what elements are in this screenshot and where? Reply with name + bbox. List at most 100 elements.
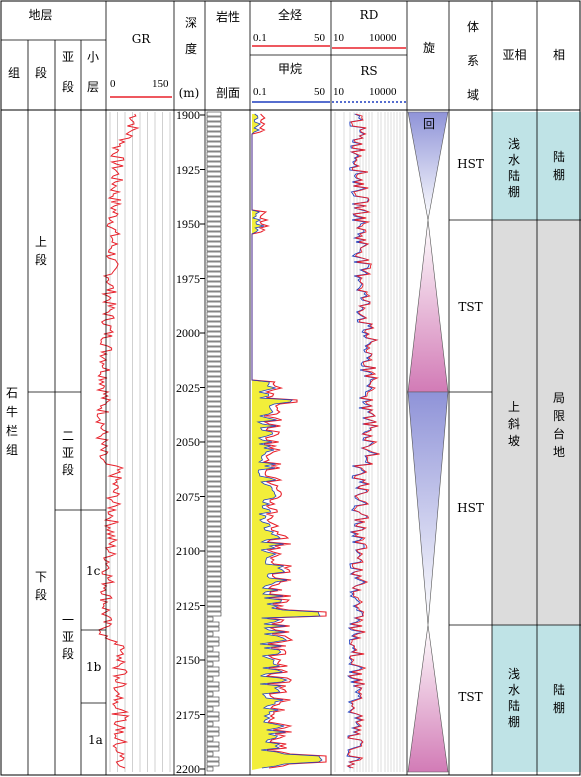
lithology-brick [206,726,220,732]
depth-tick-label: 1900 [176,108,200,122]
facies-bottom-bg [537,625,581,772]
lithology-brick [206,721,214,727]
lithology-brick [206,306,222,312]
gr-curve [94,113,140,769]
header-depth-unit: (m) [178,86,200,100]
sublayer-1c: 1c [86,564,101,578]
header-member: 段 [34,66,47,80]
lithology-brick [206,411,222,417]
lithology-brick [206,466,222,472]
lithology-brick [206,296,222,302]
lithology-brick [206,396,222,402]
rd-max: 10000 [369,32,397,44]
lithology-brick [206,526,222,532]
rd-curve [346,113,380,769]
header-systems-tract: 体系域 [466,20,479,102]
lithology-brick [206,421,222,427]
rs-max: 10000 [369,86,397,98]
lithology-brick [206,606,222,612]
lithology-brick [206,341,222,347]
depth-tick-label: 2200 [176,762,200,776]
lithology-brick [206,376,222,382]
ch4-title: 甲烷 [277,62,302,76]
lithology-brick [206,416,222,422]
lithology-brick [206,506,222,512]
methane-curve [251,113,323,769]
lithology-brick [206,131,222,137]
lithology-brick [206,741,220,747]
lithology-brick [206,676,214,682]
lithology-brick [206,111,222,117]
lithology-brick [206,141,222,147]
lithology-brick [206,491,222,497]
systems-tract-3: HST [457,501,484,515]
lithology-brick [206,266,222,272]
methane-fill [252,114,322,770]
lithology-brick [206,211,222,217]
lithology-brick [206,621,220,627]
lith-title-top: 岩性 [215,10,240,24]
lithology-brick [206,126,222,132]
rs-title: RS [360,64,378,78]
facies-top-bg [537,112,581,220]
systems-tract-1: HST [457,157,484,171]
header-cycle: 旋回 [422,41,435,131]
lithology-brick [206,481,222,487]
depth-tick-label: 1975 [176,271,200,286]
lithology-brick [206,366,222,372]
member-upper: 上段 [34,235,47,267]
lithology-brick [206,286,222,292]
lithology-brick [206,501,222,507]
lithology-brick [206,456,222,462]
cycle-triangle-2 [407,219,449,393]
lithology-brick [206,631,214,637]
lithology-brick [206,591,222,597]
gr-min: 0 [110,78,116,90]
lithology-brick [206,716,220,722]
lithology-brick [206,276,222,282]
rd-min: 10 [333,32,344,44]
systems-tract-4: TST [458,690,483,704]
lithology-brick [206,696,220,702]
lithology-brick [206,241,222,247]
header-facies: 相 [552,48,565,62]
lithology-brick [206,706,214,712]
lithology-brick [206,351,222,357]
lithology-brick [206,191,222,197]
lithology-brick [206,521,222,527]
depth-tick-label: 1925 [176,162,200,177]
lithology-brick [206,236,222,242]
sublayer-1b: 1b [86,660,102,674]
ch4-min: 0.1 [253,86,267,98]
lithology-brick [206,731,220,737]
lithology-brick [206,171,222,177]
facies-middle: 局限台地 [552,391,565,459]
lithology-brick [206,401,222,407]
lithology-brick [206,121,222,127]
lithology-brick [206,531,222,537]
lithology-brick [206,136,222,142]
lithology-brick [206,751,214,757]
lithology-brick [206,216,222,222]
subfacies-top: 浅水陆棚 [507,137,520,199]
systems-tract-2: TST [458,300,483,314]
lithology-brick [206,711,220,717]
facies-bottom: 陆棚 [552,683,565,715]
tg-title: 全烃 [277,8,302,22]
sublayer-1a: 1a [88,733,103,747]
lithology-brick [206,686,220,692]
lithology-brick [206,291,222,297]
lithology-brick [206,166,222,172]
lithology-brick [206,636,220,642]
lithology-brick [206,666,220,672]
facies-top: 陆棚 [552,150,565,182]
header-depth: 深度 [184,16,197,56]
lithology-brick [206,656,220,662]
lithology-brick [206,541,222,547]
lithology-brick [206,116,222,122]
lithology-brick [206,146,222,152]
lithology-brick [206,231,222,237]
